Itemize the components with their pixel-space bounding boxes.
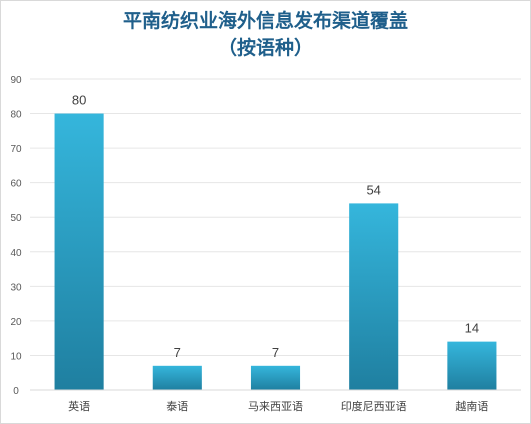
y-tick-label: 70 — [10, 144, 22, 155]
bar — [250, 365, 301, 390]
x-axis-tick-labels: 英语 泰语 马来西亚语 印度尼西亚语 越南语 — [68, 399, 488, 413]
chart-title-block: 平南纺织业海外信息发布渠道覆盖 （按语种） — [0, 8, 531, 62]
data-label: 7 — [174, 345, 181, 360]
x-tick-label: 印度尼西亚语 — [341, 399, 407, 413]
y-tick-label: 60 — [10, 179, 22, 190]
y-tick-label: 40 — [10, 248, 22, 259]
data-labels: 80 7 7 54 14 — [72, 93, 479, 360]
x-tick-label: 马来西亚语 — [248, 400, 303, 413]
y-tick-label: 10 — [10, 351, 22, 362]
bar — [447, 341, 497, 390]
y-tick-label: 50 — [10, 213, 22, 224]
chart-subtitle: （按语种） — [217, 37, 313, 59]
bar — [349, 203, 399, 390]
chart-title: 平南纺织业海外信息发布渠道覆盖 — [122, 10, 408, 32]
gridlines — [30, 78, 521, 356]
data-label: 14 — [465, 321, 479, 336]
bars — [54, 113, 497, 391]
y-tick-label: 90 — [10, 75, 22, 86]
x-tick-label: 泰语 — [166, 399, 188, 413]
y-tick-label: 20 — [10, 317, 22, 328]
data-label: 54 — [366, 182, 380, 197]
y-axis-tick-labels: 0 10 20 30 40 50 60 70 80 90 — [10, 75, 22, 397]
bar — [152, 365, 202, 390]
y-tick-label: 30 — [10, 282, 22, 293]
data-label: 7 — [272, 345, 279, 360]
bar — [54, 113, 104, 391]
y-tick-label: 0 — [13, 386, 19, 397]
y-tick-label: 80 — [10, 110, 22, 121]
x-tick-label: 英语 — [68, 399, 90, 413]
x-tick-label: 越南语 — [455, 399, 488, 413]
data-label: 80 — [72, 93, 86, 108]
